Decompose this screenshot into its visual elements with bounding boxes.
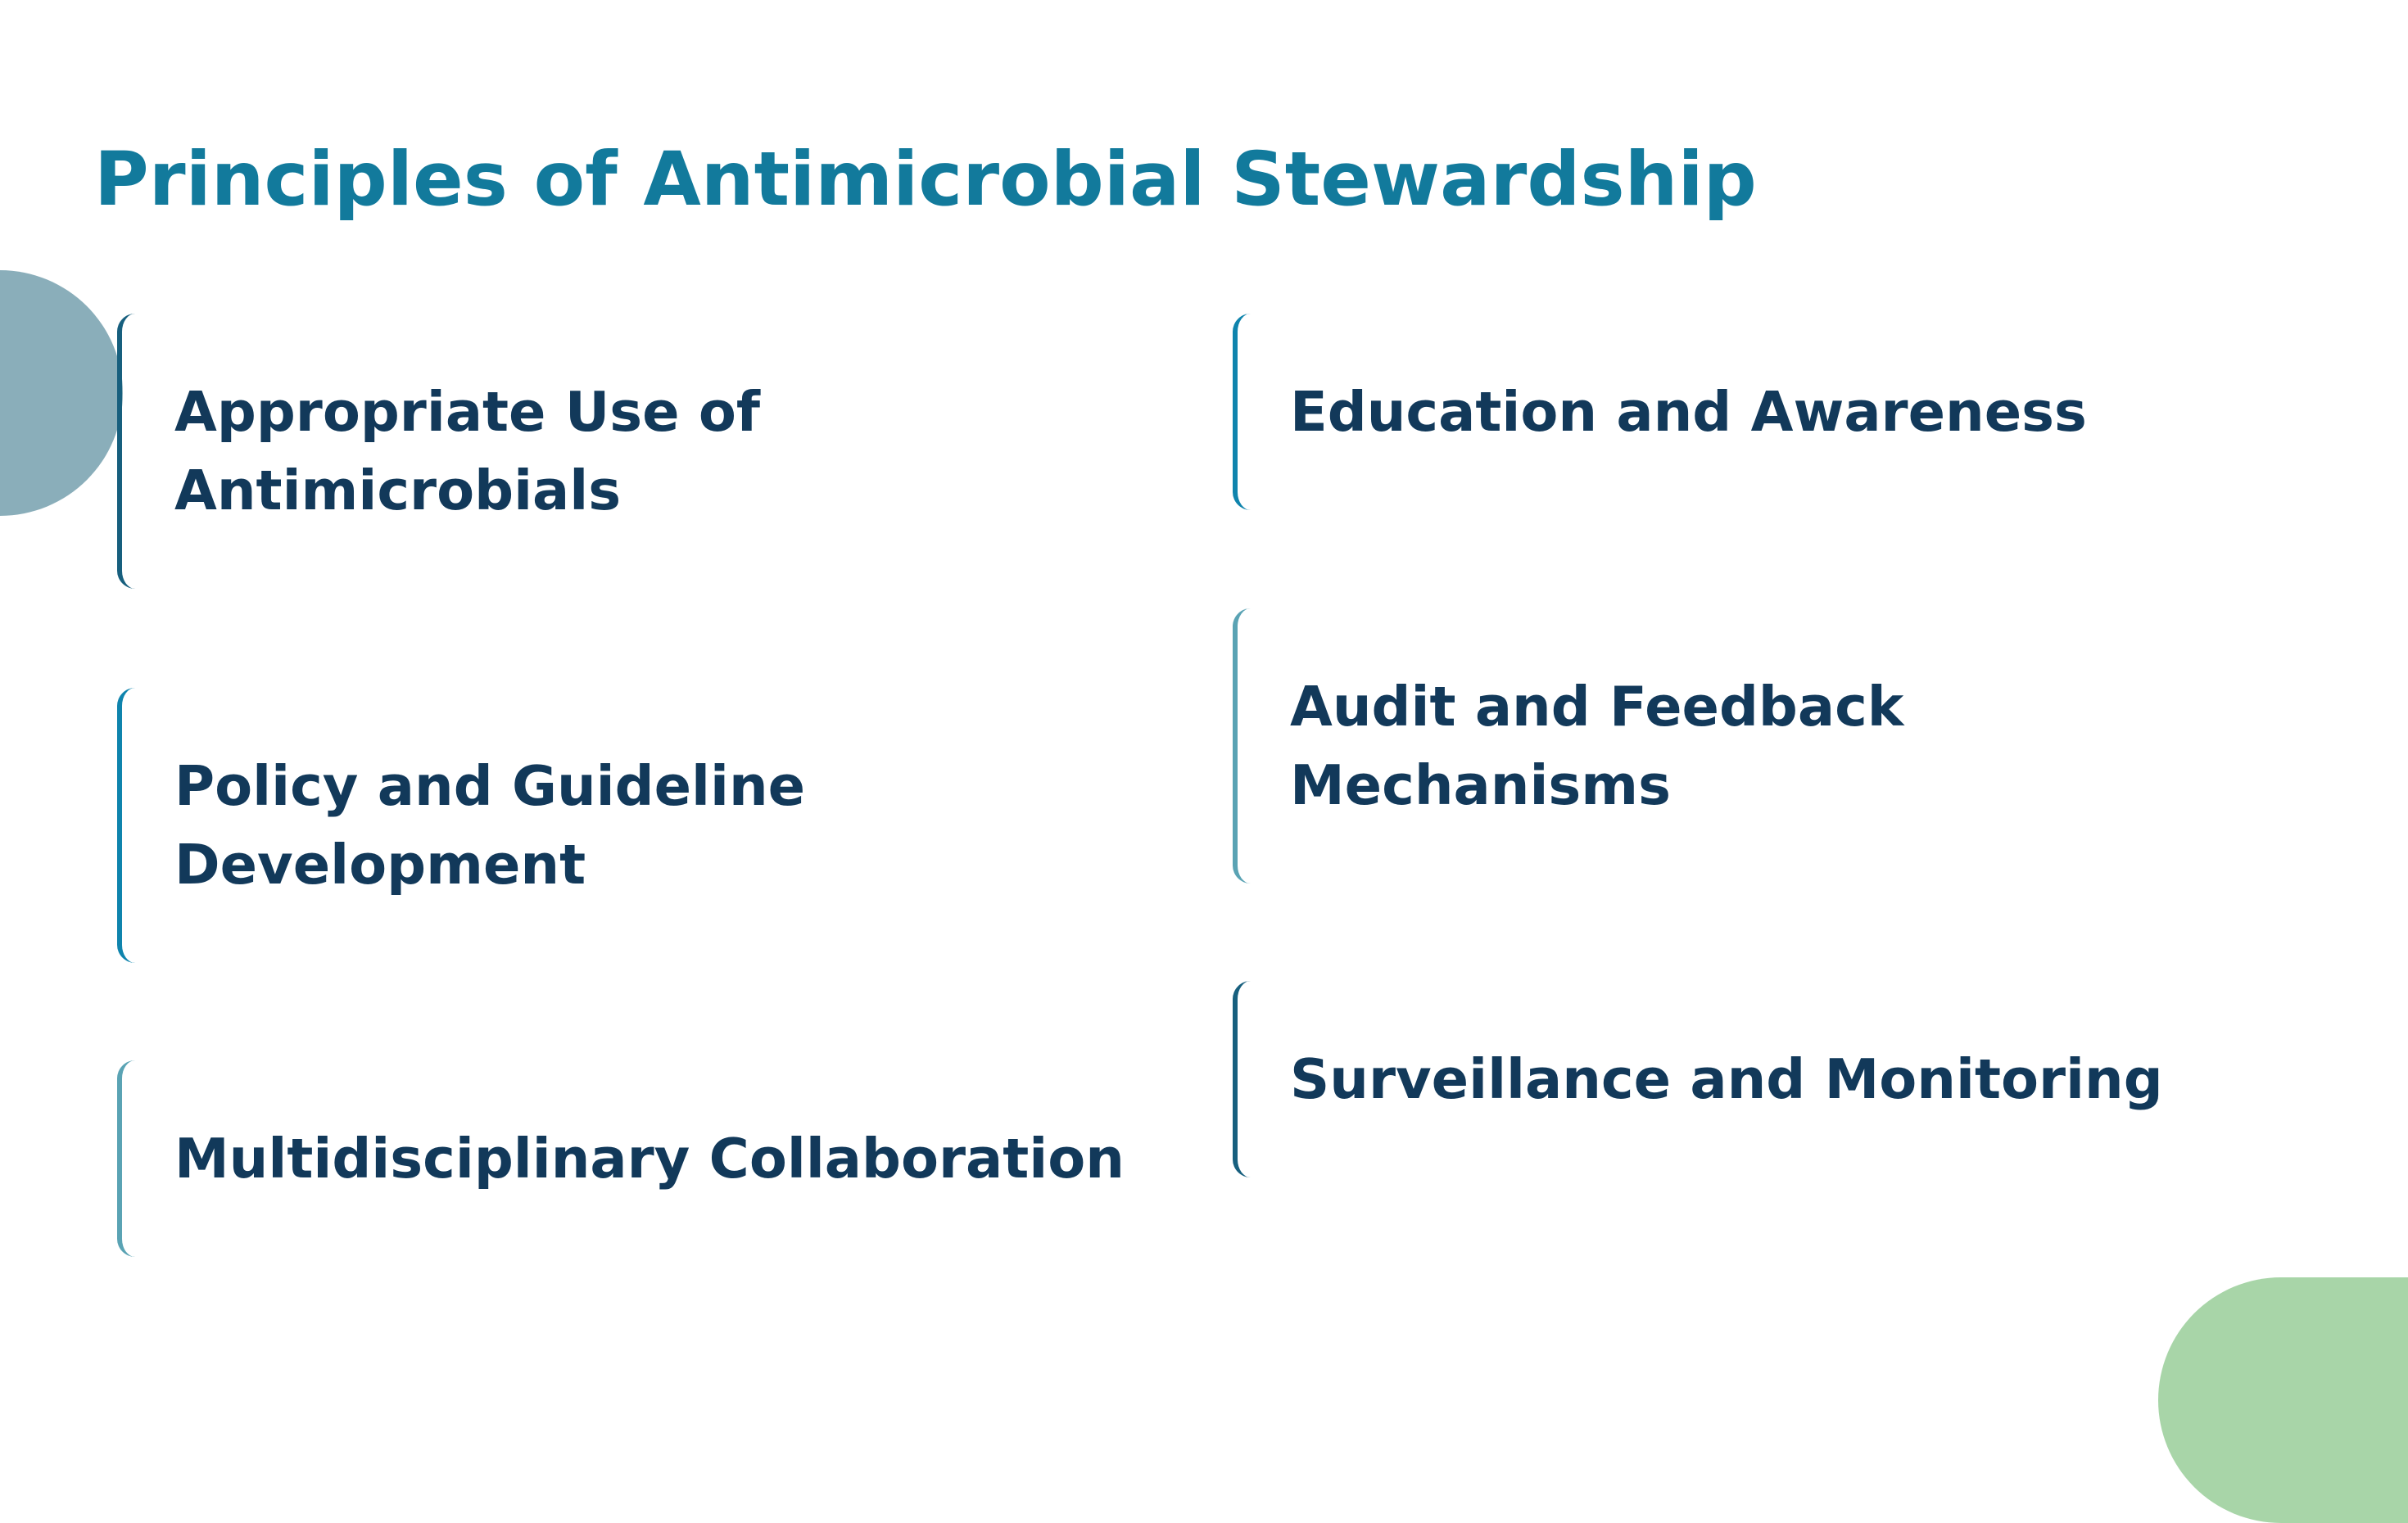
principle-item-policy: Policy and Guideline Development xyxy=(117,688,805,963)
principle-label: Surveillance and Monitoring xyxy=(1290,1047,2163,1111)
principle-label: Policy and Guideline Development xyxy=(174,754,806,897)
slide-title: Principles of Antimicrobial Stewardship xyxy=(94,137,1757,223)
bracket-icon xyxy=(117,1060,135,1257)
bracket-icon xyxy=(1233,608,1251,884)
principle-label: Audit and Feedback Mechanisms xyxy=(1290,675,1904,817)
bracket-icon xyxy=(1233,981,1251,1177)
principle-label: Education and Awareness xyxy=(1290,380,2087,444)
bracket-icon xyxy=(117,688,135,963)
principle-item-education: Education and Awareness xyxy=(1233,314,2087,510)
principle-item-collaboration: Multidisciplinary Collaboration xyxy=(117,1060,1125,1257)
decorative-blob xyxy=(2158,1277,2408,1523)
bracket-icon xyxy=(1233,314,1251,510)
decorative-circle xyxy=(0,270,123,516)
principle-item-surveillance: Surveillance and Monitoring xyxy=(1233,981,2163,1177)
principle-item-appropriate-use: Appropriate Use of Antimicrobials xyxy=(117,314,760,589)
principle-label: Multidisciplinary Collaboration xyxy=(174,1127,1125,1191)
principle-label: Appropriate Use of Antimicrobials xyxy=(174,380,761,522)
bracket-icon xyxy=(117,314,135,589)
principle-item-audit: Audit and Feedback Mechanisms xyxy=(1233,608,1903,884)
